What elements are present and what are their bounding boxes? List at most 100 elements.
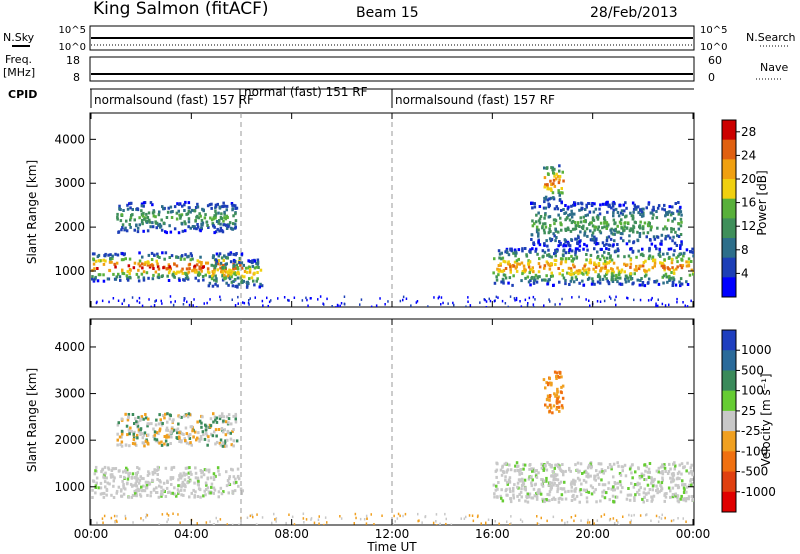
echo-cell: [302, 517, 305, 520]
echo-cell: [180, 439, 183, 443]
echo-cell: [663, 258, 666, 262]
echo-cell: [640, 472, 644, 476]
echo-cell: [126, 276, 130, 280]
echo-cell: [108, 300, 110, 304]
echo-cell: [187, 270, 191, 274]
echo-cell: [560, 385, 563, 389]
echo-cell: [122, 492, 126, 496]
echo-cell: [680, 462, 684, 466]
echo-cell: [113, 476, 116, 480]
velocity-colorbar-swatch: [722, 471, 736, 493]
echo-cell: [415, 301, 418, 304]
echo-cell: [93, 252, 96, 256]
echo-cell: [359, 517, 362, 521]
echo-cell: [177, 484, 180, 488]
echo-cell: [224, 266, 227, 270]
echo-cell: [591, 277, 594, 281]
echo-cell: [234, 420, 238, 424]
echo-cell: [660, 517, 663, 520]
echo-cell: [633, 499, 636, 502]
echo-cell: [177, 513, 179, 516]
echo-cell: [555, 205, 558, 209]
echo-cell: [558, 466, 562, 470]
echo-cell: [537, 270, 541, 274]
echo-cell: [122, 484, 125, 488]
echo-cell: [215, 440, 219, 444]
echo-cell: [288, 513, 290, 516]
echo-cell: [229, 431, 232, 435]
echo-cell: [543, 176, 547, 180]
echo-cell: [668, 205, 671, 209]
echo-cell: [174, 300, 176, 303]
echo-cell: [194, 276, 197, 280]
echo-cell: [660, 239, 663, 243]
echo-cell: [546, 461, 549, 465]
echo-cell: [555, 375, 558, 379]
echo-cell: [641, 226, 645, 230]
echo-cell: [608, 519, 611, 522]
echo-cell: [499, 262, 502, 266]
echo-cell: [145, 513, 148, 516]
echo-cell: [214, 428, 218, 432]
echo-cell: [166, 520, 168, 524]
echo-cell: [138, 223, 141, 227]
echo-cell: [651, 296, 653, 300]
echo-cell: [155, 431, 159, 435]
echo-cell: [651, 255, 655, 259]
echo-cell: [220, 492, 224, 496]
echo-cell: [544, 197, 547, 201]
echo-cell: [620, 226, 623, 230]
echo-cell: [167, 279, 171, 282]
echo-cell: [530, 238, 533, 241]
echo-cell: [549, 262, 553, 266]
echo-cell: [151, 472, 155, 476]
echo-cell: [331, 305, 333, 307]
echo-cell: [512, 251, 515, 255]
echo-cell: [587, 202, 591, 205]
echo-cell: [153, 304, 156, 307]
echo-cell: [175, 264, 179, 268]
echo-cell: [140, 202, 144, 206]
echo-cell: [593, 235, 596, 239]
echo-cell: [169, 230, 173, 234]
echo-cell: [541, 226, 544, 230]
power-colorbar-tick-label: 20: [741, 172, 756, 186]
echo-cell: [564, 282, 567, 286]
echo-cell: [156, 477, 159, 481]
echo-cell: [619, 473, 623, 477]
echo-cell: [209, 298, 211, 301]
echo-cell: [115, 275, 118, 279]
echo-cell: [523, 463, 527, 467]
echo-cell: [543, 250, 547, 254]
echo-cell: [203, 489, 206, 493]
echo-cell: [657, 304, 659, 307]
echo-cell: [215, 434, 218, 438]
echo-cell: [223, 277, 226, 281]
echo-cell: [214, 206, 217, 210]
echo-cell: [681, 479, 684, 483]
echo-cell: [616, 266, 619, 270]
echo-cell: [619, 211, 623, 215]
echo-cell: [555, 177, 558, 181]
echo-cell: [550, 463, 553, 467]
echo-cell: [445, 522, 447, 525]
echo-cell: [663, 466, 667, 470]
nsky-tick-top-right: 10^5: [700, 25, 727, 36]
echo-cell: [611, 232, 615, 236]
echo-cell: [483, 298, 485, 301]
echo-cell: [557, 500, 561, 504]
echo-cell: [217, 428, 221, 431]
echo-cell: [533, 222, 536, 226]
echo-cell: [138, 264, 142, 268]
echo-cell: [509, 500, 513, 504]
echo-cell: [550, 189, 553, 192]
echo-cell: [592, 267, 595, 271]
echo-cell: [610, 297, 612, 300]
echo-cell: [179, 214, 182, 218]
echo-cell: [440, 303, 442, 306]
echo-cell: [221, 205, 225, 209]
echo-cell: [510, 249, 514, 253]
echo-cell: [143, 217, 146, 221]
echo-cell: [141, 436, 145, 440]
echo-cell: [190, 472, 193, 476]
